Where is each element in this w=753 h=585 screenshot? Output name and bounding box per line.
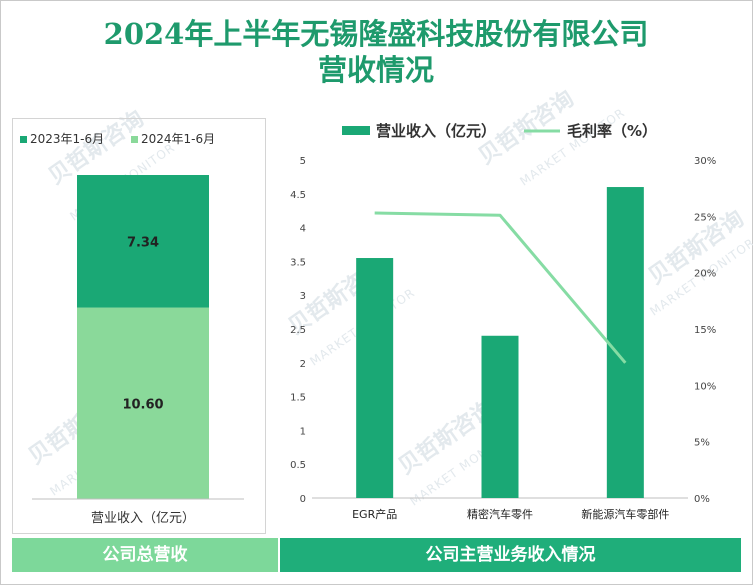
x-tick-label: 新能源汽车零部件 (581, 507, 669, 521)
data-label: 10.60 (122, 397, 163, 412)
bar (606, 187, 644, 498)
y-left-tick-label: 5 (300, 156, 306, 167)
y-left-tick-label: 1.5 (290, 393, 306, 404)
x-tick-label: 精密汽车零件 (467, 507, 533, 521)
data-label: 7.34 (127, 235, 159, 250)
bar-segment (77, 307, 209, 499)
y-left-tick-label: 3 (300, 291, 306, 302)
footer-right-label: 公司主营业务收入情况 (280, 538, 741, 572)
legend-label: 2024年1-6月 (141, 132, 215, 146)
y-left-tick-label: 0 (300, 494, 306, 505)
legend-marker (20, 136, 27, 143)
left-stacked-bar-chart: 2023年1-6月 2024年1-6月 10.60 7.34 营业收入（亿元） (20, 132, 244, 526)
line-series (374, 211, 627, 364)
legend-label: 毛利率（%） (567, 122, 657, 140)
y-left-tick-label: 0.5 (290, 460, 306, 471)
y-right-tick-label: 15% (694, 325, 716, 336)
bar-segment (77, 175, 209, 308)
y-left-tick-label: 4.5 (290, 190, 306, 201)
y-right-tick-label: 20% (694, 269, 716, 280)
y-right-tick-label: 25% (694, 212, 716, 223)
bar (356, 258, 394, 498)
y-left-tick-label: 2 (300, 359, 306, 370)
x-tick-label: 营业收入（亿元） (91, 511, 195, 526)
bar (481, 335, 519, 498)
y-right-tick-label: 0% (694, 494, 710, 505)
legend-label: 营业收入（亿元） (376, 122, 496, 140)
footer-left-label: 公司总营收 (12, 538, 278, 572)
y-left-tick-label: 4 (300, 224, 306, 235)
y-right-tick-label: 10% (694, 381, 716, 392)
y-right-tick-label: 5% (694, 438, 710, 449)
left-chart-panel (12, 118, 266, 534)
y-left-tick-label: 3.5 (290, 257, 306, 268)
chart-title: 2024年上半年无锡隆盛科技股份有限公司营收情况 (103, 17, 649, 87)
y-left-tick-label: 1 (300, 426, 306, 437)
legend-marker (342, 126, 370, 135)
right-combo-chart: 营业收入（亿元） 毛利率（%） 0 0.5 1 1.5 2 2.5 3 3.5 4 4.5 5 0% 5% 1… (290, 122, 716, 521)
y-left-tick-label: 2.5 (290, 325, 306, 336)
y-right-tick-label: 30% (694, 156, 716, 167)
x-tick-label: EGR产品 (352, 507, 397, 521)
legend-label: 2023年1-6月 (30, 132, 104, 146)
legend-marker (131, 136, 138, 143)
